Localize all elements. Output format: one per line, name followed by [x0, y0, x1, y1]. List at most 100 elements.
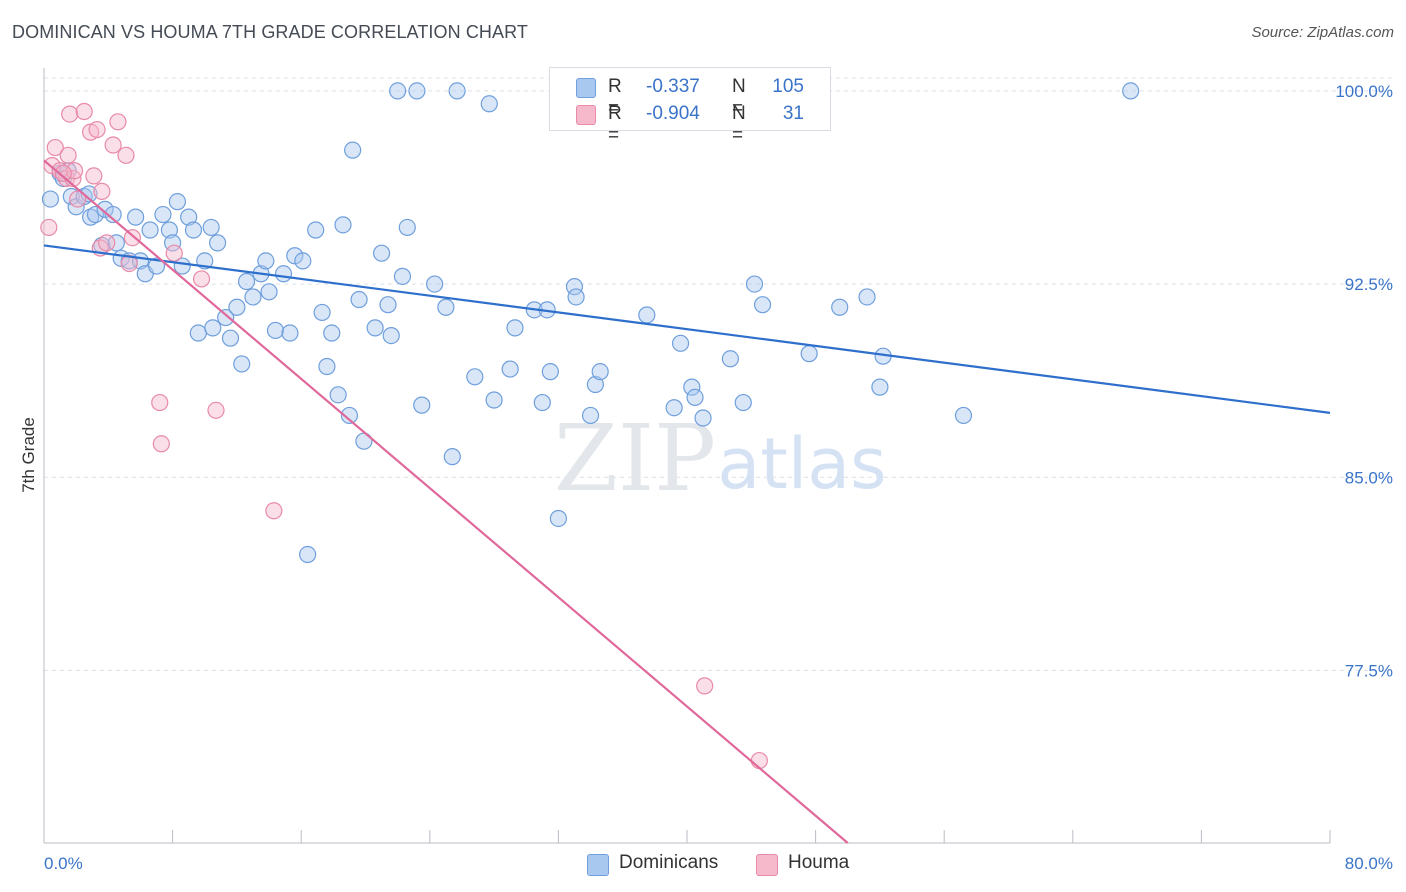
dominicans-point — [318, 357, 336, 376]
dominicans-point — [721, 350, 740, 368]
dominicans-point — [379, 296, 397, 314]
dominicans-point — [437, 298, 455, 316]
dominicans-point — [408, 82, 426, 100]
dominicans-point — [398, 218, 416, 237]
dominicans-point — [80, 185, 98, 203]
houma-point — [59, 146, 77, 164]
dominicans-point — [86, 205, 105, 224]
dominicans-point — [184, 221, 203, 239]
dominicans-point — [127, 208, 145, 226]
houma-point — [152, 435, 170, 453]
dominicans-point — [237, 272, 256, 291]
houma-point — [104, 136, 122, 154]
dominicans-point — [485, 391, 503, 409]
legend-r-value: -0.337 — [646, 76, 700, 97]
dominicans-point — [671, 334, 690, 352]
dominicans-point — [274, 265, 293, 283]
y-tick-label: 77.5% — [1345, 661, 1393, 680]
series-swatch-dominicans — [587, 854, 609, 876]
dominicans-point — [581, 406, 600, 425]
dominicans-point — [141, 221, 159, 239]
legend-swatch-houma — [576, 105, 596, 125]
dominicans-point — [323, 324, 341, 342]
houma-trend-line — [43, 159, 849, 844]
houma-point — [750, 751, 768, 770]
dominicans-point — [244, 288, 262, 306]
dominicans-point — [82, 208, 100, 226]
dominicans-point — [313, 303, 331, 322]
dominicans-point — [1122, 82, 1140, 100]
dominicans-point — [189, 324, 207, 342]
series-legend: Dominicans Houma — [0, 851, 1406, 877]
houma-point — [207, 401, 225, 419]
houma-point — [40, 218, 58, 237]
dominicans-point — [329, 386, 347, 404]
tick-labels: 100.0% 92.5% 85.0% 77.5% 0.0% 80.0% — [44, 82, 1393, 873]
houma-point — [109, 113, 127, 131]
dominicans-point — [549, 509, 568, 528]
legend-r-label: R = — [608, 76, 622, 119]
x-tick-label: 80.0% — [1345, 854, 1393, 873]
series-label-dominicans: Dominicans — [619, 852, 719, 873]
y-tick-label: 92.5% — [1345, 275, 1393, 294]
dominicans-point — [107, 234, 125, 252]
dominicans-point — [350, 290, 368, 309]
source-label: Source: ZipAtlas.com — [1251, 24, 1394, 41]
dominicans-point — [228, 298, 246, 316]
stats-legend: R = -0.337 N = 105 R = -0.904 N = 31 — [549, 67, 831, 146]
dominicans-point — [217, 308, 235, 327]
chart-title: DOMINICAN VS HOUMA 7TH GRADE CORRELATION… — [12, 22, 528, 42]
houma-point — [165, 244, 183, 262]
dominicans-point — [393, 267, 412, 285]
series-label-houma: Houma — [788, 852, 850, 873]
dominicans-point — [168, 193, 187, 211]
axes — [43, 68, 1331, 844]
houma-point — [93, 182, 111, 200]
dominicans-point — [372, 244, 391, 262]
dominicans-point — [734, 393, 752, 412]
dominicans-point — [104, 205, 122, 224]
watermark-atlas: atlas — [717, 423, 886, 505]
dominicans-point — [426, 275, 444, 293]
dominicans-point — [665, 399, 683, 417]
legend-n-value: 31 — [782, 103, 804, 124]
houma-point — [265, 502, 283, 520]
dominicans-point — [753, 296, 772, 314]
trend-lines — [43, 159, 1331, 844]
dominicans-point — [389, 82, 407, 100]
dominicans-point — [334, 216, 352, 234]
dominicans-point — [466, 368, 484, 386]
dominicans-point — [871, 378, 889, 396]
houma-point — [192, 270, 211, 288]
legend-n-label: N = — [732, 103, 746, 146]
dominicans-point — [281, 324, 299, 342]
dominicans-point — [366, 319, 384, 337]
houma-point — [46, 138, 64, 157]
houma-point — [123, 229, 142, 247]
houma-point — [65, 162, 84, 180]
legend-r-value: -0.904 — [646, 103, 700, 124]
dominicans-point — [638, 306, 656, 324]
dominicans-point — [266, 321, 285, 340]
grid-lines — [44, 77, 1395, 671]
houma-point — [85, 167, 103, 185]
dominicans-point — [41, 190, 60, 208]
houma-point — [61, 105, 79, 123]
dominicans-point — [340, 406, 359, 425]
dominicans-point — [694, 409, 712, 427]
dominicans-point — [344, 141, 362, 159]
dominicans-point — [209, 234, 227, 252]
dominicans-point — [160, 221, 178, 239]
dominicans-point — [307, 221, 325, 239]
dominicans-point — [413, 396, 431, 414]
houma-point — [151, 393, 169, 412]
dominicans-point — [954, 406, 973, 425]
dominicans-point — [533, 393, 551, 412]
dominicans-point — [745, 275, 764, 293]
dominicans-point — [506, 319, 524, 337]
y-axis-label: 7th Grade — [19, 417, 38, 493]
dominicans-point — [299, 545, 317, 564]
dominicans-point — [257, 252, 275, 270]
legend-n-value: 105 — [772, 76, 804, 97]
